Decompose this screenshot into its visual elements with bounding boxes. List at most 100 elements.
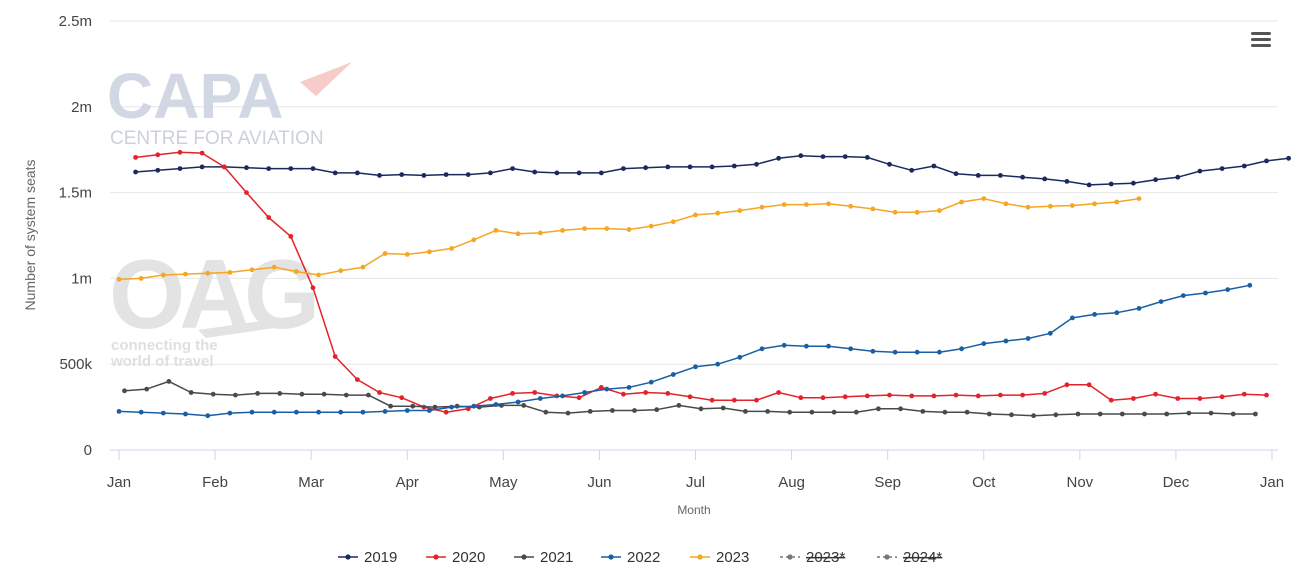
data-point xyxy=(959,346,964,352)
data-point xyxy=(776,155,781,161)
data-point xyxy=(244,190,249,196)
data-point xyxy=(975,173,981,178)
data-point xyxy=(266,166,272,172)
data-point xyxy=(1070,315,1075,321)
data-point xyxy=(360,409,366,415)
data-point xyxy=(1064,179,1070,184)
legend-item-2023[interactable]: 2023 xyxy=(690,549,749,566)
data-point xyxy=(759,204,765,210)
legend-item-2020[interactable]: 2020 xyxy=(426,549,485,566)
data-point xyxy=(449,246,454,251)
data-point xyxy=(1241,391,1247,397)
y-axis-ticks: 0 500k 1m 1.5m 2m 2.5m xyxy=(59,13,93,459)
series-line-2020 xyxy=(135,151,1267,413)
series-2021 xyxy=(122,379,1258,419)
data-point xyxy=(1136,306,1142,311)
data-point xyxy=(1253,411,1258,417)
data-point xyxy=(515,231,521,237)
data-point xyxy=(1042,176,1048,182)
data-point xyxy=(781,202,787,208)
data-point xyxy=(1164,411,1170,417)
legend-item-2022[interactable]: 2022 xyxy=(601,549,660,566)
data-point xyxy=(981,196,987,202)
legend-label: 2020 xyxy=(452,549,485,566)
data-point xyxy=(432,404,438,410)
data-point xyxy=(765,409,770,414)
capa-logo-tagline: CENTRE FOR AVIATION xyxy=(110,128,324,149)
legend-label: 2021 xyxy=(540,549,573,566)
data-point xyxy=(421,173,427,178)
gridlines xyxy=(110,20,1278,365)
legend-label: 2023* xyxy=(806,549,845,566)
data-point xyxy=(604,226,610,232)
data-point xyxy=(1197,168,1203,174)
data-point xyxy=(1264,158,1269,164)
data-point xyxy=(709,164,715,170)
data-point xyxy=(582,390,587,395)
data-point xyxy=(1175,174,1181,180)
legend-label: 2023 xyxy=(716,549,749,566)
data-point xyxy=(332,170,338,176)
y-tick-label: 1.5m xyxy=(59,185,92,202)
data-point xyxy=(942,409,948,415)
data-point xyxy=(1086,382,1092,388)
data-point xyxy=(355,170,360,176)
data-point xyxy=(1086,182,1092,188)
data-point xyxy=(122,388,127,394)
data-point xyxy=(249,409,255,415)
data-point xyxy=(1108,181,1114,187)
x-tick-label: Dec xyxy=(1163,474,1190,491)
data-point xyxy=(654,407,660,413)
data-point xyxy=(537,396,543,401)
x-axis: Jan Feb Mar Apr May Jun Jul Aug Sep Oct Nov Dec Jan xyxy=(107,449,1284,491)
data-point xyxy=(1064,382,1070,388)
data-point xyxy=(576,170,582,176)
data-point xyxy=(1208,410,1214,416)
chart-menu-button[interactable] xyxy=(1246,26,1276,52)
legend-item-2019[interactable]: 2019 xyxy=(338,549,397,566)
data-point xyxy=(715,210,721,216)
data-point xyxy=(355,377,360,382)
data-point xyxy=(643,390,648,395)
data-point xyxy=(488,170,493,176)
data-point xyxy=(754,397,759,403)
data-point xyxy=(399,395,405,401)
legend-item-2023*[interactable]: 2023* xyxy=(780,549,845,566)
data-point xyxy=(809,409,815,415)
legend-item-2021[interactable]: 2021 xyxy=(514,549,573,566)
data-point xyxy=(731,397,737,403)
series-2019 xyxy=(133,153,1291,188)
data-point xyxy=(560,228,565,233)
data-point xyxy=(1025,336,1031,341)
data-point xyxy=(931,163,937,169)
data-point xyxy=(892,349,898,355)
data-point xyxy=(964,409,970,415)
data-point xyxy=(776,390,781,395)
data-point xyxy=(188,390,194,395)
data-point xyxy=(116,276,122,282)
series-2022 xyxy=(116,282,1253,419)
data-point xyxy=(864,393,870,399)
y-tick-label: 500k xyxy=(59,356,92,373)
data-point xyxy=(343,392,349,398)
x-axis-title: Month xyxy=(677,503,710,517)
data-point xyxy=(1092,201,1097,207)
data-point xyxy=(798,395,804,401)
data-point xyxy=(1114,310,1120,316)
data-point xyxy=(471,237,477,243)
data-point xyxy=(687,164,693,170)
legend-symbol-dot xyxy=(433,554,439,560)
data-point xyxy=(160,410,166,416)
data-point xyxy=(299,391,305,397)
data-point xyxy=(1197,396,1203,401)
data-point xyxy=(133,155,139,160)
data-point xyxy=(271,409,277,415)
data-point xyxy=(1114,199,1120,205)
legend-label: 2019 xyxy=(364,549,397,566)
data-point xyxy=(598,385,604,390)
data-point xyxy=(604,386,610,392)
data-point xyxy=(1009,412,1014,418)
data-point xyxy=(1264,392,1269,398)
data-point xyxy=(244,165,249,171)
legend-item-2024*[interactable]: 2024* xyxy=(877,549,942,566)
